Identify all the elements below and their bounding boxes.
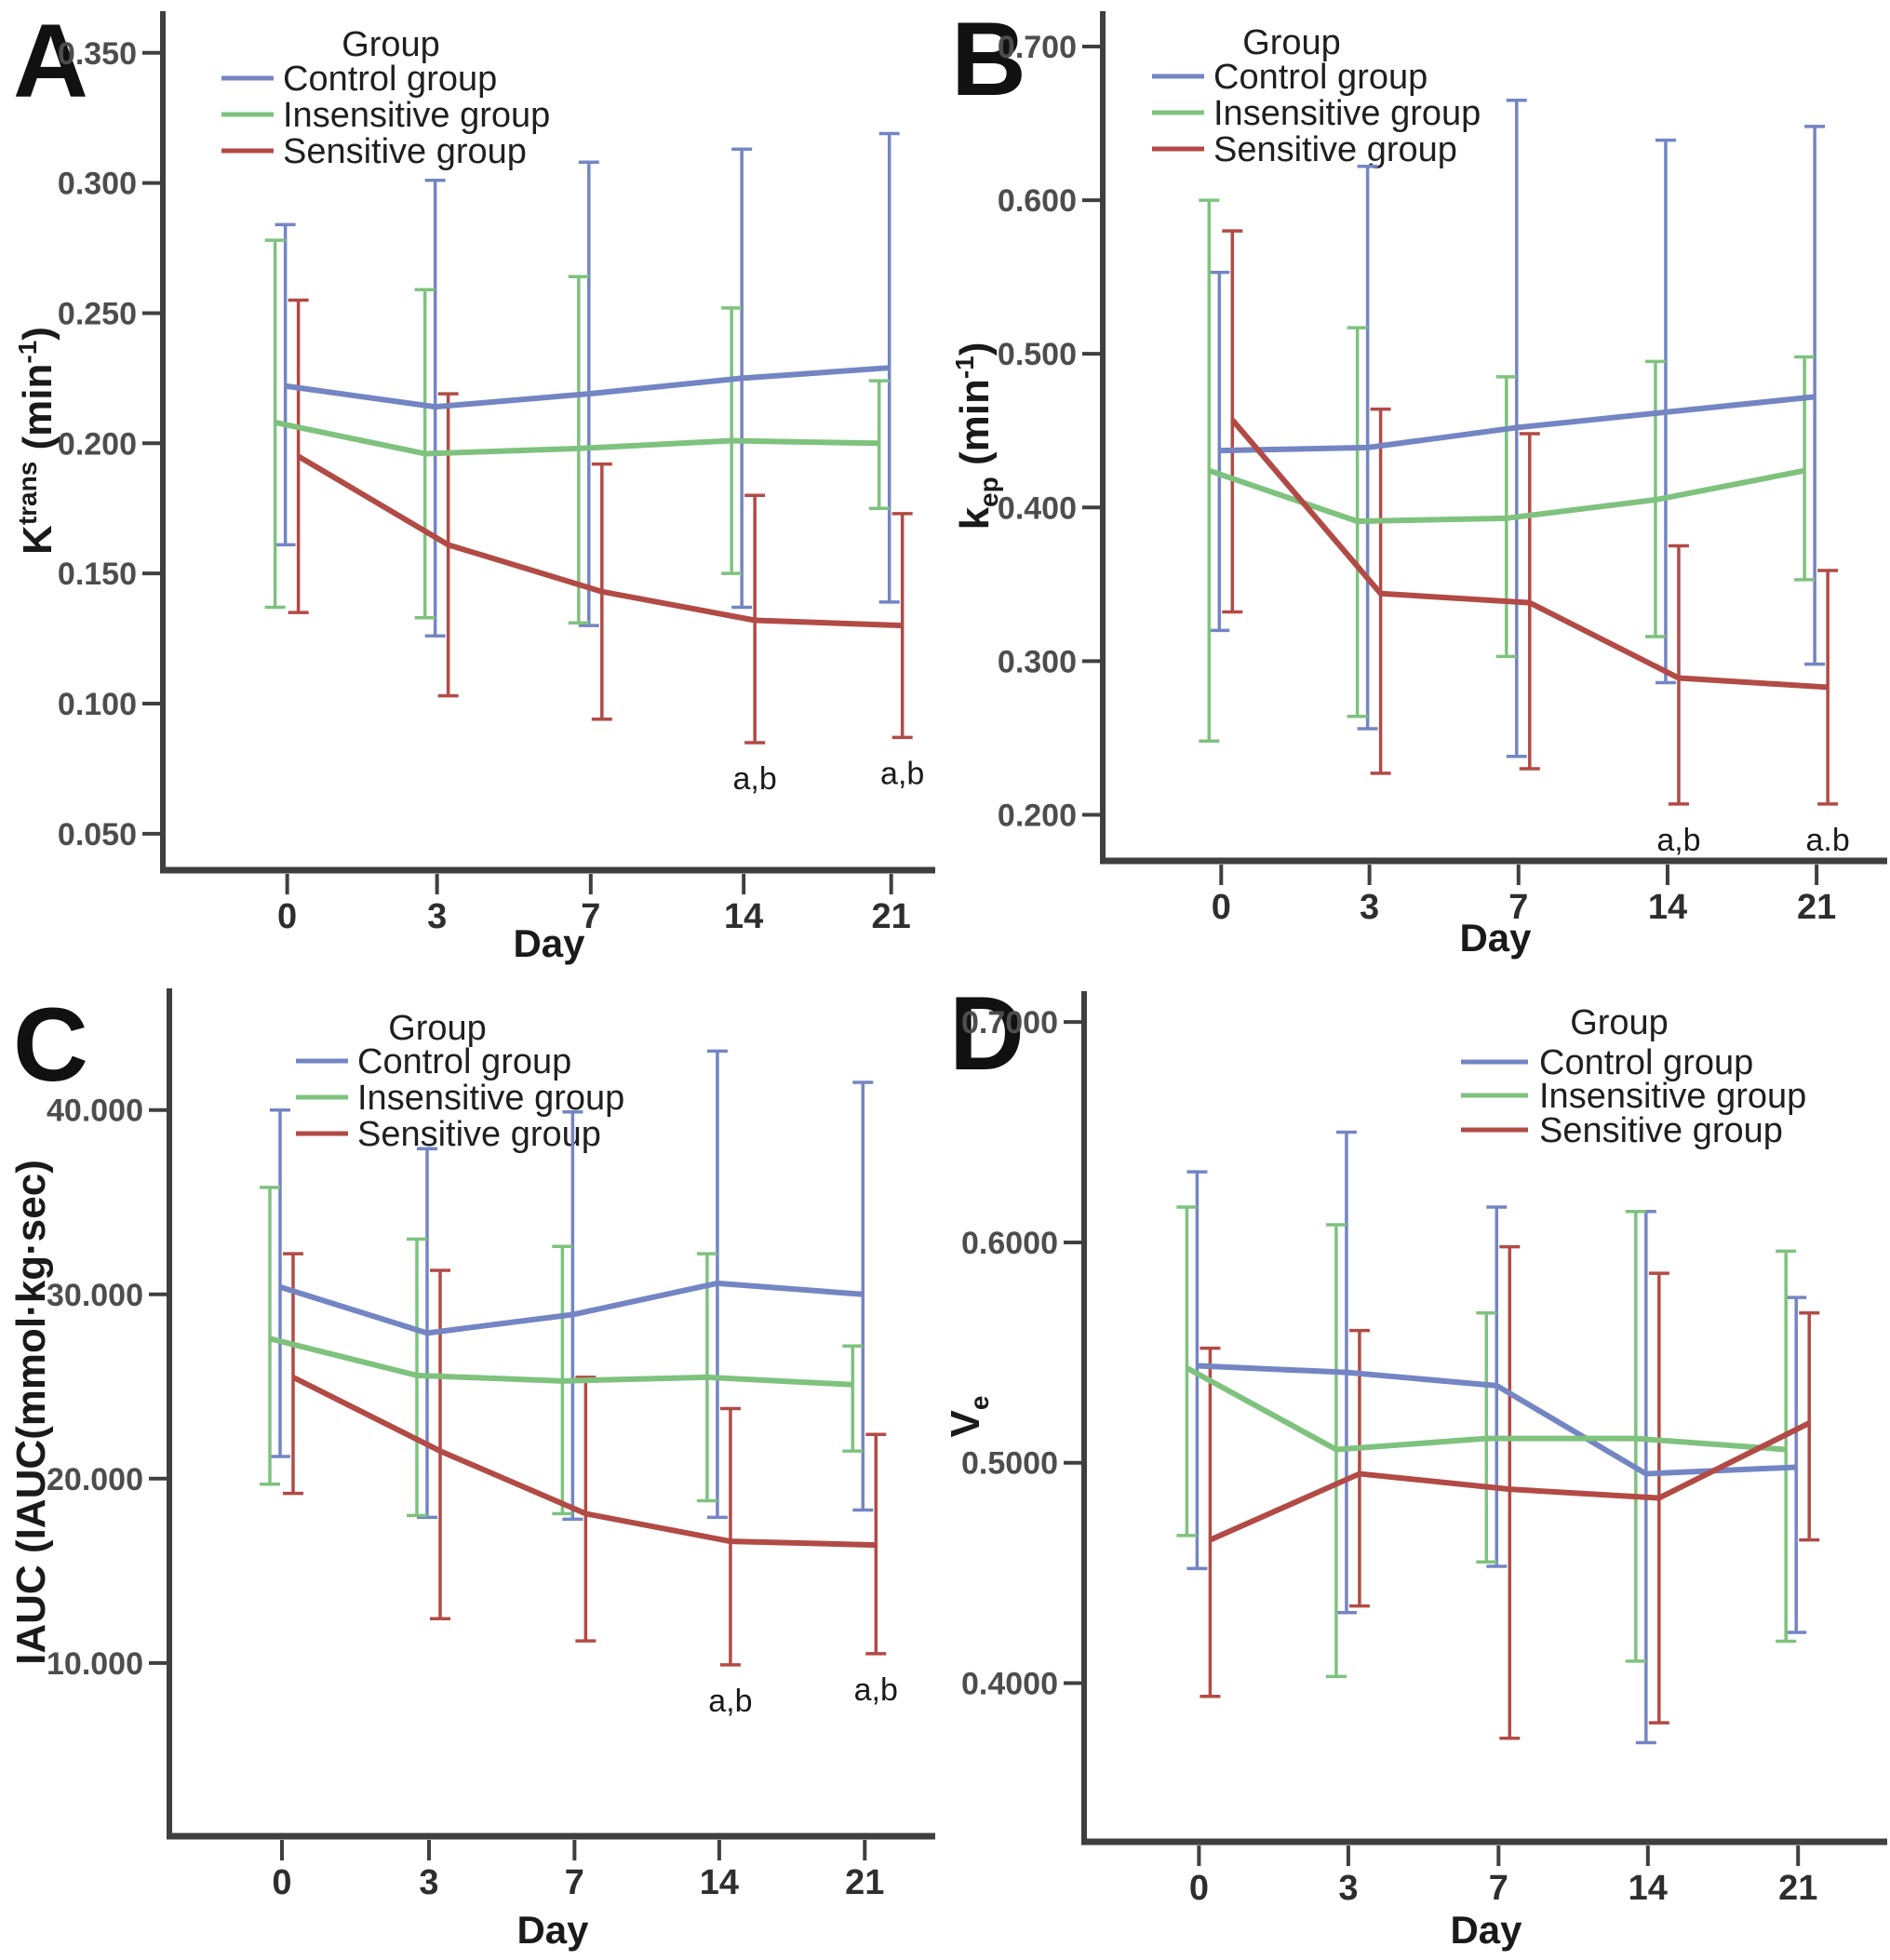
- x-tick-label: 0: [272, 1863, 291, 1902]
- legend-entry-label: Control group: [1539, 1043, 1753, 1082]
- y-tick-label: 0.200: [58, 426, 137, 462]
- y-tick-label: 0.100: [58, 687, 137, 722]
- y-axis-title: kep (min-1): [950, 342, 1003, 530]
- y-axis-title: IAUC (IAUC(mmol·kg·sec): [8, 1160, 54, 1665]
- x-tick-label: 14: [700, 1863, 739, 1902]
- legend-title: Group: [1570, 1003, 1669, 1042]
- panel-C-letter: C: [13, 987, 88, 1103]
- x-tick-label: 14: [1629, 1869, 1668, 1908]
- y-tick-label: 0.250: [58, 296, 137, 331]
- y-tick-label: 0.150: [58, 557, 137, 592]
- series-line-sensitive-group: [1230, 418, 1829, 691]
- chart-C-iauc: 10.000 20.000 30.000 40.000 0 3 7 14 21 Day IAUC (…: [8, 988, 935, 1952]
- y-tick-label: 10.000: [47, 1646, 143, 1682]
- significance-annotation: a,b: [708, 1684, 752, 1719]
- y-tick-label: 40.000: [47, 1094, 143, 1129]
- series-line-control-group: [1219, 394, 1816, 454]
- x-tick-label: 21: [845, 1863, 884, 1902]
- x-tick-label: 7: [1489, 1869, 1508, 1908]
- y-tick-label: 0.200: [998, 798, 1077, 833]
- legend-entry-label: Sensitive group: [1539, 1111, 1783, 1150]
- y-axis-title: Ve: [943, 1396, 994, 1438]
- y-tick-label: 0.500: [998, 337, 1077, 372]
- y-tick-label: 0.050: [58, 817, 137, 852]
- series-line-insensitive-group: [1185, 1365, 1787, 1453]
- chart-B-kep: 0.200 0.300 0.400 0.500 0.600 0.700 0 3 7 14 21 Day…: [950, 11, 1887, 960]
- x-tick-label: 0: [1212, 888, 1231, 927]
- series-line-insensitive-group: [275, 419, 879, 457]
- x-axis-title: Day: [1459, 916, 1532, 960]
- x-tick-label: 7: [1508, 888, 1528, 927]
- significance-annotation: a,b: [880, 756, 924, 791]
- y-tick-label: 0.4000: [961, 1667, 1058, 1702]
- x-tick-label: 3: [427, 897, 447, 936]
- y-tick-label: 0.350: [58, 36, 137, 72]
- significance-annotation: a,b: [733, 761, 777, 797]
- legend-entry-label: Insensitive group: [283, 96, 550, 135]
- legend-title: Group: [388, 1009, 487, 1048]
- legend-title: Group: [342, 25, 440, 64]
- panel-A: A 0.050 0.100 0.150 0.200 0.250 0.300 0.350 0 3 7…: [0, 0, 940, 980]
- panel-A-letter: A: [13, 3, 88, 119]
- x-tick-label: 14: [724, 897, 763, 936]
- x-tick-label: 21: [1797, 888, 1836, 927]
- x-axis-title: Day: [1450, 1908, 1522, 1952]
- x-tick-label: 21: [1778, 1869, 1817, 1908]
- y-tick-label: 0.300: [58, 167, 137, 202]
- x-tick-label: 0: [277, 897, 297, 936]
- y-tick-label: 0.600: [998, 183, 1077, 219]
- x-tick-label: 14: [1648, 888, 1687, 927]
- legend-entry-label: Insensitive group: [1213, 94, 1481, 133]
- series-line-sensitive-group: [1209, 1420, 1811, 1543]
- panel-C: C 10.000 20.000 30.000 40.000 0 3 7 14 21 Day IAUC…: [0, 980, 940, 1960]
- y-tick-label: 0.300: [998, 644, 1077, 679]
- legend-entry-label: Control group: [283, 60, 497, 99]
- significance-annotation: a,b: [854, 1672, 898, 1708]
- y-tick-label: 30.000: [47, 1278, 143, 1313]
- series-line-control-group: [279, 1280, 864, 1336]
- legend-entry-label: Sensitive group: [357, 1115, 601, 1154]
- x-tick-label: 0: [1189, 1869, 1209, 1908]
- legend-entry-label: Insensitive group: [1539, 1077, 1806, 1116]
- significance-annotation: a,b: [1656, 823, 1700, 858]
- x-tick-label: 7: [581, 897, 600, 936]
- legend-entry-label: Sensitive group: [283, 132, 527, 171]
- y-tick-label: 0.400: [998, 490, 1077, 526]
- y-tick-label: 0.7000: [961, 1005, 1058, 1040]
- x-axis-title: Day: [516, 1908, 589, 1952]
- series-line-sensitive-group: [297, 453, 903, 629]
- x-tick-label: 21: [872, 897, 911, 936]
- series-line-insensitive-group: [269, 1336, 853, 1388]
- panel-B-letter: B: [951, 1, 1026, 117]
- legend-entry-label: Sensitive group: [1213, 130, 1457, 169]
- x-tick-label: 3: [1360, 888, 1379, 927]
- x-tick-label: 7: [565, 1863, 584, 1902]
- legend-title: Group: [1242, 23, 1341, 62]
- y-tick-label: 0.700: [998, 30, 1077, 65]
- chart-D-ve: 0.4000 0.5000 0.6000 0.7000 0 3 7 14 21 Day Ve Grou…: [943, 991, 1887, 1952]
- x-tick-label: 3: [419, 1863, 438, 1902]
- legend-entry-label: Control group: [1213, 58, 1428, 97]
- y-tick-label: 0.6000: [961, 1226, 1058, 1261]
- y-axis-title: Ktrans (min-1): [13, 327, 60, 555]
- chart-A-ktrans: 0.050 0.100 0.150 0.200 0.250 0.300 0.350 0 3 7 14…: [13, 11, 935, 965]
- y-tick-label: 0.5000: [961, 1446, 1058, 1482]
- x-axis-title: Day: [513, 921, 585, 965]
- legend-entry-label: Control group: [357, 1042, 571, 1081]
- panel-D-letter: D: [949, 975, 1025, 1092]
- series-line-control-group: [1197, 1363, 1797, 1477]
- series-line-sensitive-group: [291, 1375, 877, 1549]
- significance-annotation: a.b: [1805, 823, 1849, 858]
- legend-entry-label: Insensitive group: [357, 1079, 624, 1118]
- panel-B: B 0.200 0.300 0.400 0.500 0.600 0.700 0 3 7 14 21 D…: [940, 0, 1890, 980]
- y-tick-label: 20.000: [47, 1462, 143, 1497]
- series-line-control-group: [285, 365, 890, 410]
- x-tick-label: 3: [1338, 1869, 1358, 1908]
- panel-D: D 0.4000 0.5000 0.6000 0.7000 0 3 7 14 21 Day Ve Gr…: [940, 980, 1890, 1960]
